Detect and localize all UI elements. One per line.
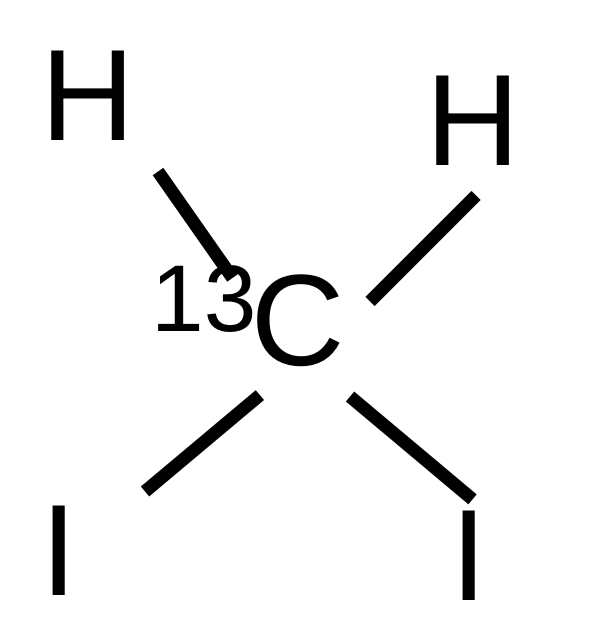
- bond-bottom-left: [141, 390, 264, 496]
- isotope-label: 13: [151, 252, 257, 347]
- bond-top-right: [365, 191, 480, 306]
- center-atom: C: [251, 255, 345, 385]
- chemical-structure-diagram: 13 C H H I I: [0, 0, 606, 640]
- bottom-left-atom: I: [41, 485, 77, 615]
- bottom-right-atom: I: [451, 490, 487, 620]
- top-left-atom: H: [41, 30, 135, 160]
- top-right-atom: H: [426, 55, 520, 185]
